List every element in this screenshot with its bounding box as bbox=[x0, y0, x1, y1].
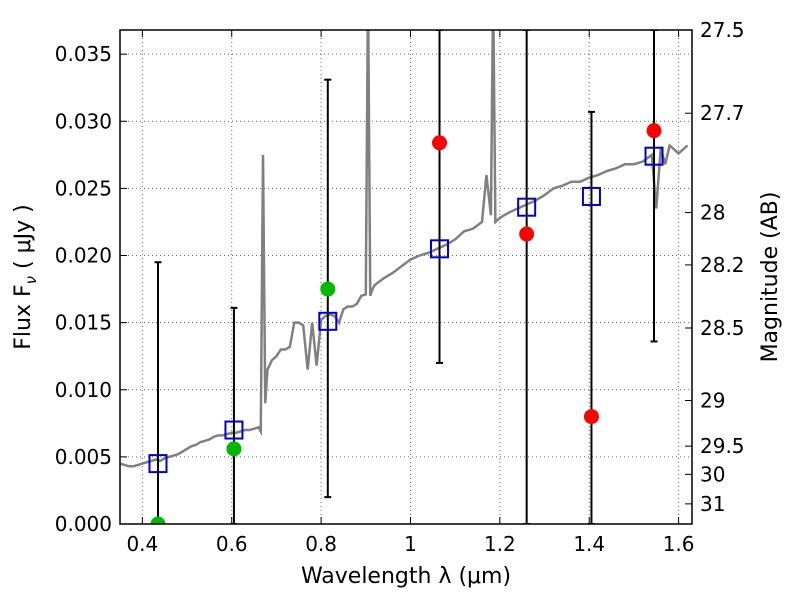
model-point bbox=[644, 146, 664, 166]
y-tick-label: 0.035 bbox=[55, 42, 112, 66]
x-tick-label: 0.6 bbox=[216, 532, 248, 556]
x-tick-label: 0.4 bbox=[126, 532, 158, 556]
grid bbox=[120, 30, 692, 525]
detection-point bbox=[432, 135, 448, 151]
model-point bbox=[430, 239, 450, 259]
y-tick-label: 0.010 bbox=[55, 378, 112, 402]
detection-points bbox=[432, 123, 662, 425]
x-tick-label: 0.8 bbox=[305, 532, 337, 556]
green-point bbox=[150, 516, 166, 524]
plot-frame bbox=[119, 29, 693, 525]
y2-tick-label: 27.5 bbox=[700, 18, 745, 42]
y-axis-label-sub: ν bbox=[22, 276, 40, 284]
y-tick-label: 0.005 bbox=[55, 445, 112, 469]
y-tick-label: 0.015 bbox=[55, 311, 112, 335]
green-points bbox=[150, 281, 336, 524]
green-point bbox=[320, 281, 336, 297]
model-point bbox=[517, 197, 537, 217]
y2-tick-label: 30 bbox=[700, 462, 725, 486]
y-tick-label: 0.030 bbox=[55, 109, 112, 133]
y2-tick-label: 28.2 bbox=[700, 253, 745, 277]
y-tick-label: 0.020 bbox=[55, 244, 112, 268]
tick-labels: 0.4 0.6 0.8 1 1.2 1.4 1.6 0.000 0.005 0.010 0.015 0… bbox=[55, 18, 745, 556]
detection-point bbox=[519, 226, 535, 242]
ticks bbox=[120, 29, 692, 525]
y2-tick-label: 31 bbox=[700, 492, 725, 516]
y-tick-label: 0.025 bbox=[55, 176, 112, 200]
y2-tick-label: 27.7 bbox=[700, 101, 745, 125]
x-axis-label: Wavelength λ (μm) bbox=[301, 564, 511, 589]
plot-area bbox=[120, 30, 689, 524]
y2-axis-label: Magnitude (AB) bbox=[758, 192, 783, 363]
x-tick-label: 1.2 bbox=[484, 532, 516, 556]
y-axis-label-unit: ( μJy ) bbox=[11, 204, 36, 276]
y-axis-label-main: Flux F bbox=[11, 284, 36, 349]
y2-tick-label: 28.5 bbox=[700, 316, 745, 340]
x-tick-label: 1 bbox=[404, 532, 417, 556]
y2-tick-label: 29.5 bbox=[700, 434, 745, 458]
y2-tick-label: 29 bbox=[700, 389, 725, 413]
model-point bbox=[148, 454, 168, 474]
x-tick-label: 1.6 bbox=[663, 532, 695, 556]
model-points bbox=[148, 146, 664, 474]
green-point bbox=[226, 441, 242, 457]
y-tick-label: 0.000 bbox=[55, 512, 112, 536]
x-tick-label: 1.4 bbox=[573, 532, 605, 556]
spectrum-line bbox=[120, 30, 689, 468]
model-point bbox=[581, 186, 601, 206]
y2-tick-label: 28 bbox=[700, 201, 725, 225]
detection-point bbox=[646, 123, 662, 139]
y-axis-label: Flux Fν ( μJy ) bbox=[11, 204, 40, 349]
model-point bbox=[224, 420, 244, 440]
model-point bbox=[318, 311, 338, 331]
errorbars bbox=[154, 30, 658, 524]
detection-point bbox=[583, 409, 599, 425]
